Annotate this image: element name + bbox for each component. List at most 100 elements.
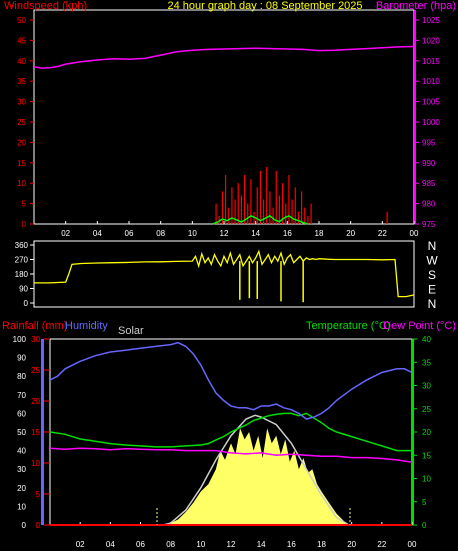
wind-tick-label: 25 <box>17 118 26 127</box>
gust-line <box>212 214 309 225</box>
wind-tick-label: 10 <box>17 179 26 188</box>
humidity-tick-label: 20 <box>17 484 26 493</box>
wind-tick-label: 30 <box>17 98 26 107</box>
barometer-tick-label: 975 <box>422 220 436 229</box>
compass-label: S <box>428 268 436 282</box>
x-tick-label: 18 <box>317 540 326 549</box>
x-tick-label: 02 <box>61 229 70 238</box>
barometer-line <box>33 45 415 69</box>
windspeed-label: Windspeed (kph) <box>4 0 87 12</box>
rain-tick-label: 15 <box>31 428 40 437</box>
humidity-tick-label: 90 <box>17 354 26 363</box>
x-tick-label: 22 <box>378 229 387 238</box>
x-tick-label: 18 <box>315 229 324 238</box>
temperature-tick-label: 20 <box>422 428 431 437</box>
rain-tick-label: 5 <box>36 490 41 499</box>
humidity-tick-label: 100 <box>13 335 27 344</box>
x-tick-label: 00 <box>408 540 417 549</box>
barometer-tick-label: 1005 <box>422 98 440 107</box>
dewpoint-line <box>49 447 413 463</box>
rain-tick-label: 20 <box>31 397 40 406</box>
direction-tick-label: 90 <box>19 285 28 294</box>
compass-label: E <box>428 283 436 297</box>
compass-label: N <box>428 239 437 253</box>
rain-tick-label: 30 <box>31 335 40 344</box>
direction-tick-label: 270 <box>15 256 29 265</box>
humidity-line <box>49 341 413 420</box>
temperature-tick-label: 10 <box>422 475 431 484</box>
temperature-tick-label: 30 <box>422 382 431 391</box>
solar-area <box>164 428 351 525</box>
humidity-tick-label: 80 <box>17 372 26 381</box>
x-tick-label: 22 <box>377 540 386 549</box>
x-tick-label: 08 <box>156 229 165 238</box>
compass-label: N <box>428 297 437 311</box>
wind-barometer-panel: Windspeed (kph) 24 hour graph day : 08 S… <box>4 0 456 238</box>
wind-tick-label: 0 <box>22 220 27 229</box>
wind-tick-label: 50 <box>17 16 26 25</box>
humidity-tick-label: 40 <box>17 447 26 456</box>
x-tick-label: 12 <box>227 540 236 549</box>
x-tick-label: 10 <box>188 229 197 238</box>
rain-tick-label: 25 <box>31 366 40 375</box>
direction-line <box>34 249 415 298</box>
humidity-tick-label: 60 <box>17 409 26 418</box>
rain-tick-label: 10 <box>31 459 40 468</box>
barometer-label: Barometer (hpa) <box>376 0 456 12</box>
humidity-tick-label: 10 <box>17 502 26 511</box>
wind-panel-frame <box>33 9 415 225</box>
solar-label: Solar <box>118 325 144 337</box>
humidity-label: Humidity <box>65 320 108 332</box>
temperature-tick-label: 35 <box>422 358 431 367</box>
temperature-tick-label: 15 <box>422 451 431 460</box>
barometer-tick-label: 1020 <box>422 36 440 45</box>
weather-composite-panel: Rainfall (mm) Humidity Solar Temperature… <box>2 320 456 549</box>
wind-tick-label: 15 <box>17 159 26 168</box>
x-tick-label: 08 <box>166 540 175 549</box>
barometer-tick-label: 995 <box>422 138 436 147</box>
direction-tick-label: 360 <box>15 241 29 250</box>
humidity-tick-label: 0 <box>22 521 27 530</box>
barometer-tick-label: 1025 <box>422 16 440 25</box>
direction-panel-frame <box>33 240 415 308</box>
graph-title: 24 hour graph day : 08 September 2025 <box>167 0 362 12</box>
x-tick-label: 16 <box>287 540 296 549</box>
solar-max-curve <box>162 414 350 526</box>
x-tick-label: 06 <box>136 540 145 549</box>
compass-label: W <box>426 254 438 268</box>
x-tick-label: 20 <box>347 540 356 549</box>
x-tick-label: 06 <box>125 229 134 238</box>
humidity-tick-label: 50 <box>17 428 26 437</box>
barometer-tick-label: 980 <box>422 200 436 209</box>
x-tick-label: 00 <box>410 229 419 238</box>
wind-tick-label: 40 <box>17 57 26 66</box>
wind-tick-label: 35 <box>17 77 26 86</box>
wind-tick-label: 45 <box>17 36 26 45</box>
x-tick-label: 16 <box>283 229 292 238</box>
rain-tick-label: 0 <box>36 521 41 530</box>
rainfall-label: Rainfall (mm) <box>2 320 67 332</box>
wind-tick-label: 5 <box>22 200 27 209</box>
barometer-tick-label: 990 <box>422 159 436 168</box>
temperature-tick-label: 40 <box>422 335 431 344</box>
temperature-label: Temperature (°C) <box>306 320 390 332</box>
humidity-tick-label: 70 <box>17 391 26 400</box>
x-tick-label: 14 <box>251 229 260 238</box>
temperature-tick-label: 25 <box>422 405 431 414</box>
temperature-line <box>49 412 412 452</box>
direction-tick-label: 180 <box>15 270 29 279</box>
direction-tick-label: 0 <box>24 299 29 308</box>
x-tick-label: 10 <box>196 540 205 549</box>
x-tick-label: 20 <box>346 229 355 238</box>
x-tick-label: 02 <box>76 540 85 549</box>
humidity-tick-label: 30 <box>17 465 26 474</box>
x-tick-label: 14 <box>257 540 266 549</box>
temperature-tick-label: 0 <box>422 521 427 530</box>
rain-axis-bar <box>41 339 44 525</box>
temperature-tick-label: 5 <box>422 498 427 507</box>
dewpoint-label: Dew Point (°C) <box>383 320 456 332</box>
x-tick-label: 04 <box>106 540 115 549</box>
barometer-tick-label: 1015 <box>422 57 440 66</box>
